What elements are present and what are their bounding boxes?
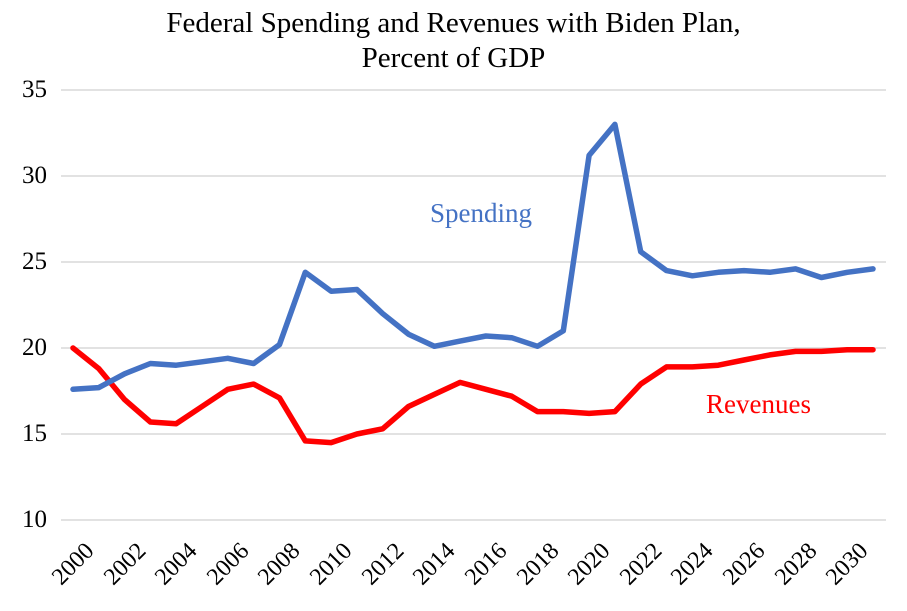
spending-line xyxy=(70,121,876,393)
y-tick-label-30: 30 xyxy=(22,162,47,189)
spending-series-label: Spending xyxy=(430,198,533,228)
y-tick-label-15: 15 xyxy=(22,420,47,447)
y-tick-label-35: 35 xyxy=(22,76,47,103)
y-tick-label-10: 10 xyxy=(22,506,47,533)
y-tick-label-25: 25 xyxy=(22,248,47,275)
chart-title-line1: Federal Spending and Revenues with Biden… xyxy=(166,7,741,39)
revenues-line xyxy=(70,345,876,446)
chart-title: Federal Spending and Revenues with Biden… xyxy=(0,6,907,76)
chart-title-line2: Percent of GDP xyxy=(361,42,546,74)
revenues-series-label: Revenues xyxy=(706,389,811,419)
y-tick-label-20: 20 xyxy=(22,334,47,361)
